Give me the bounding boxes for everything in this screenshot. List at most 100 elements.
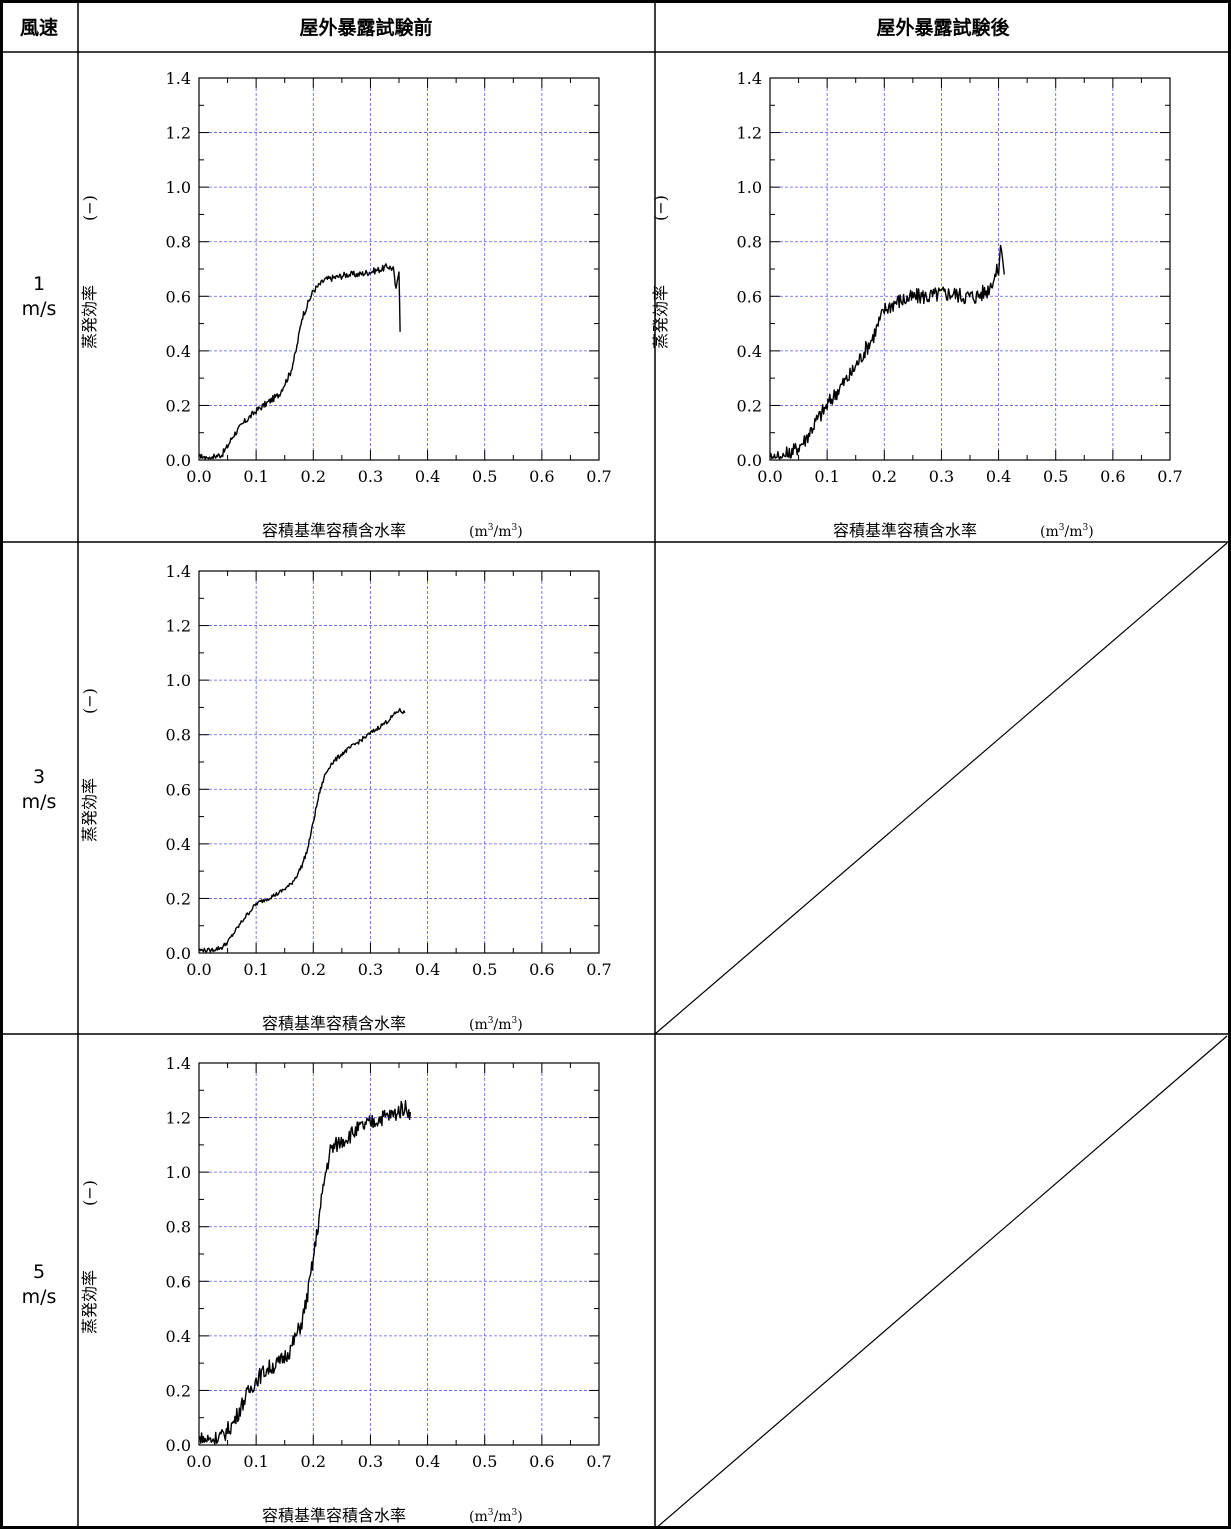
y-tick-label: 0.6 xyxy=(166,1272,191,1291)
y-tick-label: 1.0 xyxy=(737,178,762,197)
x-tick-label: 0.0 xyxy=(186,467,211,486)
x-axis-unit: (m3/m3) xyxy=(469,1016,523,1033)
plot-frame xyxy=(198,570,600,954)
y-tick-label: 0.8 xyxy=(166,1218,191,1237)
y-tick-label: 0.4 xyxy=(166,342,191,361)
row-header-unit: m/s xyxy=(22,791,57,813)
y-tick-label: 0.4 xyxy=(166,1327,191,1346)
y-tick-label: 0.6 xyxy=(737,287,762,306)
y-axis-unit: (−) xyxy=(80,195,99,221)
plot-frame xyxy=(769,77,1171,461)
y-tick-label: 1.0 xyxy=(166,178,191,197)
y-tick-label: 0.4 xyxy=(166,835,191,854)
x-tick-label: 0.3 xyxy=(358,467,383,486)
row-header-value: 1 xyxy=(33,273,45,295)
x-tick-label: 0.5 xyxy=(1043,467,1068,486)
x-tick-label: 0.6 xyxy=(529,1452,554,1471)
x-tick-label: 0.6 xyxy=(1100,467,1125,486)
x-axis-label: 容積基準容積含水率 xyxy=(262,521,406,540)
x-tick-label: 0.3 xyxy=(929,467,954,486)
series-line xyxy=(769,244,1005,460)
y-tick-label: 0.2 xyxy=(737,396,762,415)
y-axis-label: 蒸発効率 xyxy=(80,1270,99,1334)
y-axis-unit: (−) xyxy=(651,195,670,221)
x-tick-label: 0.5 xyxy=(472,1452,497,1471)
x-axis-unit: (m3/m3) xyxy=(1040,523,1094,540)
x-tick-label: 0.6 xyxy=(529,467,554,486)
row-header-unit: m/s xyxy=(22,1286,57,1308)
x-tick-label: 0.7 xyxy=(586,1452,611,1471)
row-header-value: 3 xyxy=(33,766,45,788)
x-tick-label: 0.4 xyxy=(986,467,1011,486)
y-tick-label: 0.2 xyxy=(166,396,191,415)
x-tick-label: 0.3 xyxy=(358,960,383,979)
y-tick-label: 0.0 xyxy=(166,944,191,963)
y-tick-label: 1.2 xyxy=(166,1109,191,1128)
y-tick-label: 0.8 xyxy=(737,233,762,252)
y-axis-label: 蒸発効率 xyxy=(651,285,670,349)
x-tick-label: 0.0 xyxy=(757,467,782,486)
y-tick-label: 1.4 xyxy=(166,69,191,88)
y-tick-label: 1.0 xyxy=(166,671,191,690)
y-axis-label: 蒸発効率 xyxy=(80,285,99,349)
x-tick-label: 0.1 xyxy=(814,467,839,486)
y-tick-label: 0.0 xyxy=(166,1436,191,1455)
corner-header: 風速 xyxy=(20,16,58,39)
x-tick-label: 0.3 xyxy=(358,1452,383,1471)
x-axis-label: 容積基準容積含水率 xyxy=(262,1014,406,1033)
col-header-after: 屋外暴露試験後 xyxy=(876,16,1010,39)
x-axis-unit: (m3/m3) xyxy=(469,1508,523,1525)
y-tick-label: 0.8 xyxy=(166,726,191,745)
x-axis-unit: (m3/m3) xyxy=(469,523,523,540)
x-tick-label: 0.1 xyxy=(243,1452,268,1471)
plot-frame xyxy=(198,77,600,461)
y-tick-label: 0.0 xyxy=(737,451,762,470)
series-line xyxy=(198,1100,412,1445)
y-tick-label: 1.2 xyxy=(166,124,191,143)
y-tick-label: 1.4 xyxy=(737,69,762,88)
plots-layer: 0.0 0.1 0.2 0.3 0.4 0.5 0.6 0.7 0.0 0.2 0.4 0.6 0.8 1… xyxy=(80,69,1183,1525)
y-tick-label: 1.2 xyxy=(737,124,762,143)
y-axis-unit: (−) xyxy=(80,688,99,714)
x-tick-label: 0.7 xyxy=(586,467,611,486)
y-tick-label: 1.4 xyxy=(166,1054,191,1073)
x-tick-label: 0.6 xyxy=(529,960,554,979)
x-tick-label: 0.2 xyxy=(301,1452,326,1471)
plot-frame xyxy=(198,1062,600,1446)
empty-cell-diagonal xyxy=(654,1035,1228,1529)
chart-before-5ms: 0.0 0.1 0.2 0.3 0.4 0.5 0.6 0.7 0.0 0.2 0.4 0.6 0.8 1… xyxy=(80,1054,612,1525)
chart-before-1ms: 0.0 0.1 0.2 0.3 0.4 0.5 0.6 0.7 0.0 0.2 0.4 0.6 0.8 1… xyxy=(80,69,612,540)
chart-after-1ms: 0.0 0.1 0.2 0.3 0.4 0.5 0.6 0.7 0.0 0.2 0.4 0.6 0.8 1… xyxy=(651,69,1183,540)
x-tick-label: 0.0 xyxy=(186,960,211,979)
y-tick-label: 1.4 xyxy=(166,562,191,581)
y-tick-label: 0.2 xyxy=(166,1381,191,1400)
x-tick-label: 0.2 xyxy=(872,467,897,486)
x-tick-label: 0.1 xyxy=(243,467,268,486)
x-tick-label: 0.4 xyxy=(415,960,440,979)
series-line xyxy=(198,263,401,460)
y-tick-label: 0.0 xyxy=(166,451,191,470)
empty-cell-diagonal xyxy=(654,542,1228,1035)
x-tick-label: 0.7 xyxy=(586,960,611,979)
series-line xyxy=(198,707,406,953)
row-header-unit: m/s xyxy=(22,298,57,320)
y-tick-label: 1.0 xyxy=(166,1163,191,1182)
x-tick-label: 0.4 xyxy=(415,467,440,486)
x-tick-label: 0.7 xyxy=(1157,467,1182,486)
y-tick-label: 0.6 xyxy=(166,780,191,799)
x-tick-label: 0.4 xyxy=(415,1452,440,1471)
x-tick-label: 0.0 xyxy=(186,1452,211,1471)
y-tick-label: 0.2 xyxy=(166,889,191,908)
x-axis-label: 容積基準容積含水率 xyxy=(833,521,977,540)
y-axis-unit: (−) xyxy=(80,1180,99,1206)
y-tick-label: 0.8 xyxy=(166,233,191,252)
y-tick-label: 0.6 xyxy=(166,287,191,306)
x-tick-label: 0.2 xyxy=(301,960,326,979)
x-tick-label: 0.5 xyxy=(472,960,497,979)
x-tick-label: 0.2 xyxy=(301,467,326,486)
col-header-before: 屋外暴露試験前 xyxy=(299,16,432,39)
chart-before-3ms: 0.0 0.1 0.2 0.3 0.4 0.5 0.6 0.7 0.0 0.2 0.4 0.6 0.8 1… xyxy=(80,562,612,1033)
y-tick-label: 1.2 xyxy=(166,617,191,636)
